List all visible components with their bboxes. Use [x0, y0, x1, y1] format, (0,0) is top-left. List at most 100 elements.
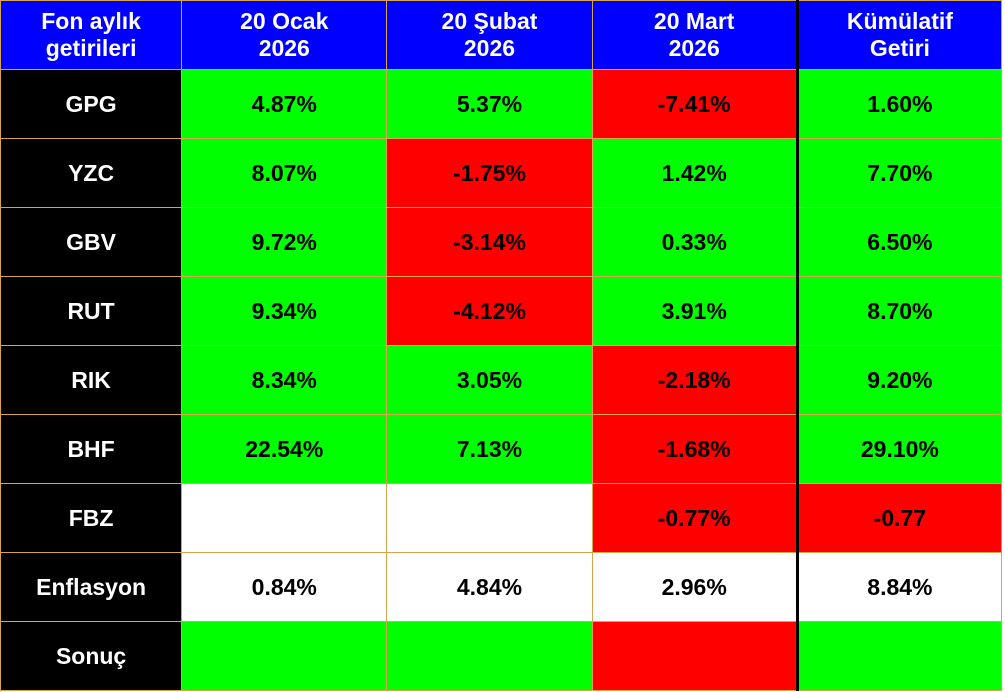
cell-value: 6.50% [867, 228, 933, 255]
cumulative-value-cell: 9.20% [795, 345, 1003, 415]
header-label-line2: getirileri [45, 35, 137, 61]
header-row: Fon aylık getirileri 20 Ocak 2026 20 Şub… [0, 0, 1003, 70]
row-label-cell: RIK [0, 345, 183, 415]
table-row: YZC 8.07% -1.75% 1.42% 7.70% [0, 138, 1003, 208]
row-label: BHF [67, 435, 115, 462]
row-label: GPG [65, 90, 117, 117]
cell-value: -4.12% [453, 297, 526, 324]
january-value-cell: 22.54% [181, 414, 388, 484]
february-value-cell: -3.14% [386, 207, 593, 277]
row-label: Enflasyon [36, 573, 147, 600]
row-label-cell: RUT [0, 276, 183, 346]
january-value-cell: 4.87% [181, 69, 388, 139]
header-march-line1: 20 Mart [653, 8, 735, 34]
cell-value: 29.10% [860, 435, 939, 462]
header-january-line2: 2026 [258, 35, 310, 61]
cell-value: 9.34% [251, 297, 317, 324]
february-value-cell: -4.12% [386, 276, 593, 346]
january-value-cell: 9.72% [181, 207, 388, 277]
cumulative-value-cell: -0.77 [795, 483, 1003, 553]
cell-value: 8.70% [867, 297, 933, 324]
cell-value: 3.91% [661, 297, 727, 324]
row-label-cell: Sonuç [0, 621, 183, 691]
march-value-cell: 0.33% [591, 207, 798, 277]
row-label-cell: GPG [0, 69, 183, 139]
header-february-cell: 20 Şubat 2026 [386, 0, 593, 70]
header-cumulative-line2: Getiri [869, 35, 930, 61]
header-march-line2: 2026 [668, 35, 720, 61]
table-row: RUT 9.34% -4.12% 3.91% 8.70% [0, 276, 1003, 346]
row-label: RIK [71, 366, 111, 393]
february-value-cell: -1.75% [386, 138, 593, 208]
cell-value: -0.77% [657, 504, 731, 531]
header-february-line1: 20 Şubat [441, 8, 538, 34]
cell-value: 7.13% [456, 435, 523, 462]
row-label-cell: YZC [0, 138, 183, 208]
cumulative-value-cell [795, 621, 1003, 691]
january-value-cell: 8.07% [181, 138, 388, 208]
row-label: FBZ [68, 504, 114, 531]
cumulative-value-cell: 7.70% [795, 138, 1003, 208]
cell-value: 1.60% [867, 90, 933, 117]
table-row: GBV 9.72% -3.14% 0.33% 6.50% [0, 207, 1003, 277]
march-value-cell [591, 621, 798, 691]
row-label: Sonuç [55, 642, 127, 669]
cell-value: 1.42% [661, 159, 727, 186]
row-label-cell: BHF [0, 414, 183, 484]
february-value-cell [386, 483, 593, 553]
february-value-cell: 5.37% [386, 69, 593, 139]
table-row: BHF 22.54% 7.13% -1.68% 29.10% [0, 414, 1003, 484]
january-value-cell: 0.84% [181, 552, 388, 622]
march-value-cell: -7.41% [591, 69, 798, 139]
cell-value: -0.77 [873, 504, 927, 531]
february-value-cell: 7.13% [386, 414, 593, 484]
march-value-cell: 1.42% [591, 138, 798, 208]
header-march-cell: 20 Mart 2026 [591, 0, 798, 70]
row-label: RUT [67, 297, 115, 324]
cell-value: 0.84% [251, 573, 317, 600]
cell-value: -7.41% [657, 90, 731, 117]
table-row: Enflasyon 0.84% 4.84% 2.96% 8.84% [0, 552, 1003, 622]
march-value-cell: -2.18% [591, 345, 798, 415]
row-label: YZC [68, 159, 115, 186]
january-value-cell [181, 483, 388, 553]
row-label-cell: FBZ [0, 483, 183, 553]
february-value-cell [386, 621, 593, 691]
march-value-cell: -1.68% [591, 414, 798, 484]
table-body: GPG 4.87% 5.37% -7.41% 1.60% YZC 8.07% -1.75% 1.… [0, 69, 1003, 691]
cell-value: 5.37% [456, 90, 523, 117]
table-row: FBZ -0.77% -0.77 [0, 483, 1003, 553]
january-value-cell [181, 621, 388, 691]
cumulative-value-cell: 6.50% [795, 207, 1003, 277]
cell-value: 9.72% [251, 228, 317, 255]
cumulative-value-cell: 8.84% [795, 552, 1003, 622]
february-value-cell: 4.84% [386, 552, 593, 622]
row-label: GBV [66, 228, 116, 255]
header-february-line2: 2026 [463, 35, 516, 61]
cell-value: 4.84% [456, 573, 523, 600]
cell-value: -1.75% [453, 159, 526, 186]
cell-value: 2.96% [661, 573, 727, 600]
february-value-cell: 3.05% [386, 345, 593, 415]
cell-value: 9.20% [867, 366, 933, 393]
header-label-cell: Fon aylık getirileri [0, 0, 183, 70]
cell-value: -2.18% [657, 366, 731, 393]
cell-value: 7.70% [867, 159, 933, 186]
cumulative-value-cell: 8.70% [795, 276, 1003, 346]
cell-value: -1.68% [657, 435, 731, 462]
cumulative-value-cell: 1.60% [795, 69, 1003, 139]
cell-value: 0.33% [661, 228, 727, 255]
cell-value: 8.07% [251, 159, 317, 186]
table-row: RIK 8.34% 3.05% -2.18% 9.20% [0, 345, 1003, 415]
table-row: GPG 4.87% 5.37% -7.41% 1.60% [0, 69, 1003, 139]
march-value-cell: 2.96% [591, 552, 798, 622]
cumulative-value-cell: 29.10% [795, 414, 1003, 484]
march-value-cell: 3.91% [591, 276, 798, 346]
row-label-cell: Enflasyon [0, 552, 183, 622]
march-value-cell: -0.77% [591, 483, 798, 553]
row-label-cell: GBV [0, 207, 183, 277]
cell-value: 3.05% [456, 366, 523, 393]
cell-value: -3.14% [453, 228, 526, 255]
header-cumulative-line1: Kümülatif [846, 8, 953, 34]
